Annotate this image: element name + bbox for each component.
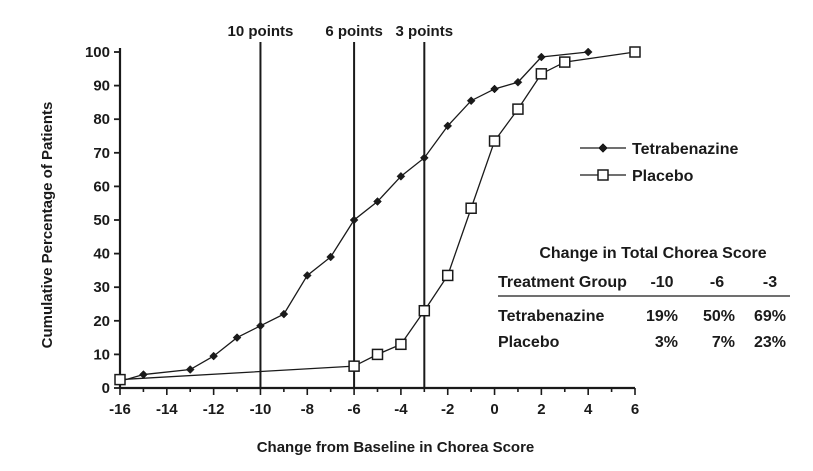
- table-header-cell: -10: [650, 274, 673, 291]
- x-tick-label: -8: [301, 401, 314, 418]
- reference-line-label: 6 points: [325, 23, 383, 40]
- table-cell: 23%: [754, 334, 786, 351]
- table-cell: Placebo: [498, 334, 560, 351]
- y-tick-label: 60: [93, 178, 110, 195]
- legend-marker-tetrabenazine: [598, 143, 608, 153]
- x-tick-label: -10: [250, 401, 272, 418]
- data-point-tetrabenazine: [209, 351, 218, 361]
- data-point-tetrabenazine: [490, 84, 499, 94]
- x-tick-label: 4: [584, 401, 593, 418]
- data-point-tetrabenazine: [279, 309, 289, 319]
- data-point-placebo: [441, 269, 454, 282]
- table-cell: 7%: [712, 334, 735, 351]
- data-point-tetrabenazine: [185, 365, 195, 374]
- table-cell: 69%: [754, 308, 786, 325]
- data-point-tetrabenazine: [373, 197, 382, 206]
- x-tick-label: -14: [156, 401, 178, 418]
- table-header-cell: -3: [763, 274, 777, 291]
- data-point-placebo: [488, 135, 501, 147]
- data-point-tetrabenazine: [326, 252, 336, 262]
- series-markers: [114, 46, 641, 386]
- data-point-tetrabenazine: [139, 370, 148, 379]
- table-cell: 3%: [655, 334, 678, 351]
- y-tick-label: 20: [93, 313, 110, 330]
- x-tick-label: 0: [490, 401, 498, 418]
- y-axis-title: Cumulative Percentage of Patients: [39, 102, 56, 349]
- x-axis-title: Change from Baseline in Chorea Score: [257, 439, 535, 456]
- y-tick-label: 0: [102, 380, 110, 397]
- reference-lines: [259, 42, 426, 388]
- data-point-tetrabenazine: [396, 171, 406, 181]
- y-tick-label: 30: [93, 279, 110, 296]
- legend-marker-placebo: [597, 169, 609, 181]
- legend-label: Placebo: [632, 168, 694, 185]
- y-tick-label: 100: [85, 44, 110, 61]
- table-header-cell: -6: [710, 274, 724, 291]
- labels: 10 points 6 points 3 points010203040506070…: [39, 23, 639, 456]
- data-point-tetrabenazine: [513, 77, 523, 87]
- y-tick-label: 70: [93, 145, 110, 162]
- data-point-tetrabenazine: [302, 271, 312, 280]
- x-tick-label: -4: [394, 401, 408, 418]
- data-point-placebo: [465, 202, 477, 214]
- data-point-tetrabenazine: [256, 321, 265, 331]
- y-tick-label: 40: [93, 246, 110, 263]
- table-title: Change in Total Chorea Score: [539, 245, 766, 262]
- axes: [114, 48, 636, 395]
- x-tick-label: 6: [631, 401, 639, 418]
- data-point-tetrabenazine: [583, 47, 593, 57]
- legend-label: Tetrabenazine: [632, 141, 739, 158]
- data-point-tetrabenazine: [349, 215, 359, 225]
- legend: Tetrabenazine Placebo: [580, 141, 739, 185]
- series-line-placebo: [119, 51, 636, 381]
- table-cell: Tetrabenazine: [498, 308, 605, 325]
- table-header-cell: Treatment Group: [498, 274, 627, 291]
- x-tick-label: 2: [537, 401, 545, 418]
- series-lines: [119, 51, 636, 382]
- table-cell: 50%: [703, 308, 735, 325]
- x-tick-label: -12: [203, 401, 225, 418]
- y-tick-label: 10: [93, 346, 110, 363]
- reference-line-label: 3 points: [396, 23, 454, 40]
- data-point-tetrabenazine: [419, 153, 429, 163]
- reference-line-label: 10 points: [228, 23, 294, 40]
- data-point-tetrabenazine: [232, 333, 242, 342]
- data-point-placebo: [114, 373, 126, 386]
- x-tick-label: -2: [441, 401, 454, 418]
- data-point-placebo: [629, 46, 641, 58]
- data-point-tetrabenazine: [466, 96, 476, 106]
- data-point-placebo: [348, 360, 360, 372]
- data-point-tetrabenazine: [537, 52, 546, 62]
- data-point-tetrabenazine: [443, 121, 453, 131]
- data-point-placebo: [535, 68, 548, 80]
- data-point-placebo: [418, 304, 431, 317]
- y-tick-label: 80: [93, 111, 110, 128]
- data-point-placebo: [512, 103, 524, 115]
- x-tick-label: -16: [109, 401, 131, 418]
- x-tick-label: -6: [347, 401, 360, 418]
- y-tick-label: 50: [93, 212, 110, 229]
- table-cell: 19%: [646, 308, 678, 325]
- data-point-placebo: [371, 348, 384, 361]
- summary-table: Change in Total Chorea Score Treatment Gr…: [498, 245, 790, 351]
- data-point-placebo: [559, 56, 571, 68]
- data-point-placebo: [395, 338, 407, 351]
- y-tick-label: 90: [93, 78, 110, 95]
